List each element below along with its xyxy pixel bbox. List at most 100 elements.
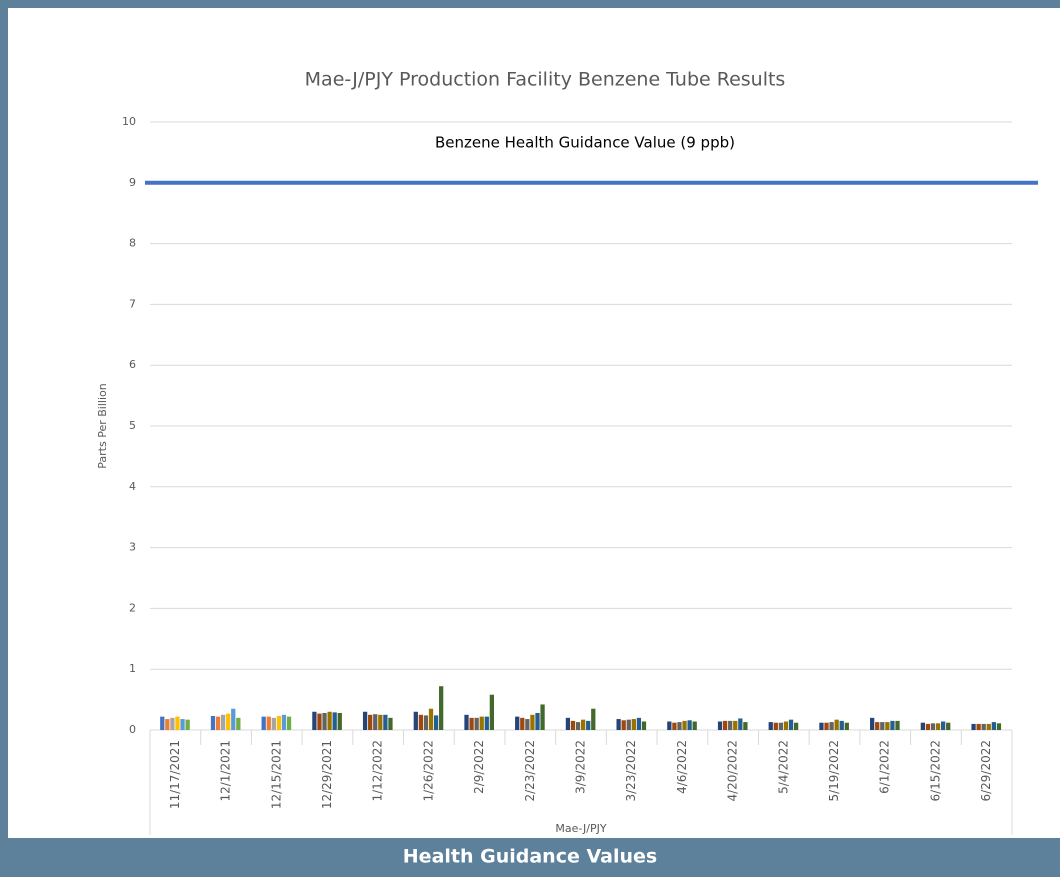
bar — [175, 716, 180, 730]
y-axis-title: Parts Per Billion — [96, 383, 109, 468]
bar — [895, 720, 900, 730]
bar — [829, 722, 834, 730]
bar — [768, 722, 773, 730]
x-axis-title: Mae-J/PJY — [555, 822, 606, 835]
bar — [743, 722, 748, 730]
y-tick-label: 1 — [129, 662, 136, 675]
bar — [388, 717, 393, 730]
bar — [824, 722, 829, 730]
bar — [925, 723, 931, 730]
bar — [621, 720, 626, 730]
bar — [844, 722, 849, 730]
bar — [327, 711, 332, 730]
bar — [682, 720, 687, 730]
bar — [378, 714, 383, 730]
y-tick-label: 9 — [129, 176, 136, 189]
bar — [525, 719, 530, 730]
y-tick-label: 4 — [129, 480, 136, 493]
x-tick-label: 12/15/2021 — [269, 740, 283, 809]
bar — [996, 723, 1002, 730]
bar — [515, 716, 520, 730]
bar — [337, 712, 342, 730]
bar — [231, 708, 236, 730]
bar — [946, 722, 951, 730]
bar — [362, 711, 368, 730]
bar — [489, 694, 494, 730]
x-tick-label: 6/15/2022 — [928, 740, 942, 802]
bar — [986, 723, 991, 730]
bar — [773, 722, 778, 730]
bar — [165, 719, 170, 730]
bar — [479, 716, 484, 730]
bar — [210, 716, 216, 730]
bar — [433, 715, 439, 730]
bar — [261, 716, 266, 730]
bar — [180, 719, 185, 730]
bar — [312, 711, 317, 730]
bar — [276, 716, 282, 730]
x-tick-label: 3/9/2022 — [574, 740, 588, 794]
bar — [469, 717, 474, 730]
bar — [616, 719, 621, 730]
bar — [941, 721, 946, 730]
bar — [885, 722, 890, 730]
bar — [368, 714, 373, 730]
bar — [692, 721, 697, 730]
footer: Health Guidance Values — [403, 846, 657, 868]
bar — [880, 722, 885, 730]
y-tick-label: 8 — [129, 237, 136, 250]
bar — [332, 712, 337, 730]
bar — [981, 723, 986, 730]
x-tick-label: 1/12/2022 — [371, 740, 385, 802]
bar — [535, 712, 540, 730]
bar — [464, 714, 469, 730]
bar — [540, 704, 545, 730]
x-tick-label: 6/1/2022 — [878, 740, 892, 794]
bar — [423, 715, 429, 730]
bar — [215, 716, 221, 730]
bar — [160, 716, 165, 730]
bar — [484, 716, 489, 730]
bar — [834, 719, 839, 730]
bar — [793, 722, 799, 730]
bar — [586, 720, 591, 730]
bar — [220, 714, 226, 730]
x-tick-label: 1/26/2022 — [421, 740, 435, 802]
bar — [439, 686, 444, 730]
bar — [875, 722, 880, 730]
bar — [413, 711, 418, 730]
bar — [839, 720, 844, 730]
chart-panel — [8, 8, 1060, 838]
bar — [286, 716, 292, 730]
bar — [778, 722, 784, 730]
bar — [428, 708, 434, 730]
bar — [687, 720, 692, 730]
x-tick-label: 6/29/2022 — [979, 740, 993, 802]
bar — [677, 722, 682, 730]
y-tick-label: 7 — [129, 297, 136, 310]
x-tick-label: 4/6/2022 — [675, 740, 689, 794]
x-tick-label: 12/1/2021 — [219, 740, 233, 802]
bar — [373, 714, 378, 730]
bar — [870, 717, 875, 730]
bar — [575, 722, 581, 730]
x-tick-label: 3/23/2022 — [624, 740, 638, 802]
bar — [281, 714, 287, 730]
bar — [520, 717, 525, 730]
bar — [170, 717, 175, 730]
bar — [631, 719, 636, 730]
x-tick-label: 5/4/2022 — [776, 740, 790, 794]
bar — [935, 723, 941, 730]
y-tick-label: 10 — [122, 115, 136, 128]
bar — [672, 722, 677, 730]
bar — [738, 718, 743, 730]
bar — [890, 720, 895, 730]
bar — [783, 721, 789, 730]
bar — [788, 719, 794, 730]
bar — [581, 719, 586, 730]
bar — [667, 721, 672, 730]
x-tick-label: 12/29/2021 — [320, 740, 334, 809]
bar — [728, 720, 733, 730]
